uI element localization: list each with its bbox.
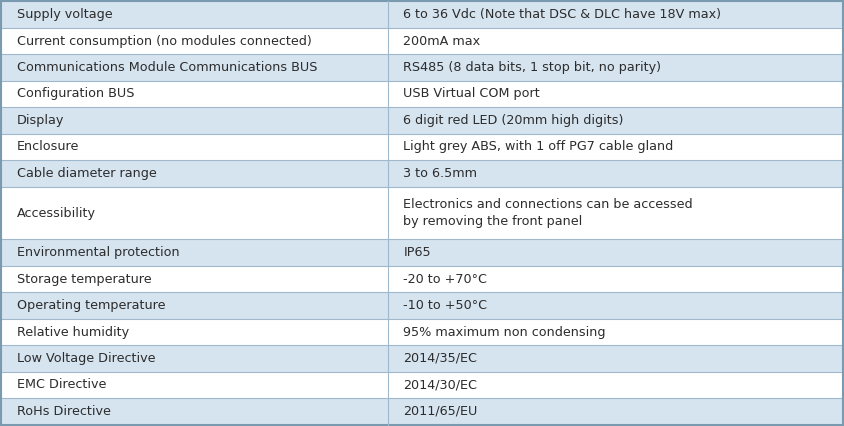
Text: Cable diameter range: Cable diameter range [17, 167, 156, 180]
Text: Communications Module Communications BUS: Communications Module Communications BUS [17, 61, 317, 74]
Text: USB Virtual COM port: USB Virtual COM port [403, 87, 540, 101]
Bar [2, 54, 388, 81]
Text: -20 to +70°C: -20 to +70°C [403, 273, 488, 285]
Text: 6 to 36 Vdc (Note that DSC & DLC have 18V max): 6 to 36 Vdc (Note that DSC & DLC have 18… [403, 8, 722, 21]
Text: Configuration BUS: Configuration BUS [17, 87, 134, 101]
Bar [2, 372, 388, 398]
Bar [2, 134, 388, 160]
Text: -10 to +50°C: -10 to +50°C [403, 299, 488, 312]
Bar [388, 266, 842, 292]
Bar [388, 187, 842, 239]
Text: Environmental protection: Environmental protection [17, 246, 179, 259]
Bar [2, 28, 388, 54]
Text: Light grey ABS, with 1 off PG7 cable gland: Light grey ABS, with 1 off PG7 cable gla… [403, 141, 674, 153]
Text: 2014/30/EC: 2014/30/EC [403, 378, 478, 391]
Text: 2011/65/EU: 2011/65/EU [403, 405, 478, 418]
Text: Low Voltage Directive: Low Voltage Directive [17, 352, 155, 365]
Bar [2, 319, 388, 345]
Text: RoHs Directive: RoHs Directive [17, 405, 111, 418]
Bar [2, 266, 388, 292]
Text: Operating temperature: Operating temperature [17, 299, 165, 312]
Text: Relative humidity: Relative humidity [17, 325, 128, 339]
Bar [388, 160, 842, 187]
Bar [388, 81, 842, 107]
Bar [2, 160, 388, 187]
Text: 200mA max: 200mA max [403, 35, 480, 48]
Bar [388, 292, 842, 319]
Bar [2, 81, 388, 107]
Text: Display: Display [17, 114, 64, 127]
Text: IP65: IP65 [403, 246, 431, 259]
Bar [2, 239, 388, 266]
Bar [388, 239, 842, 266]
Bar [388, 107, 842, 134]
Text: RS485 (8 data bits, 1 stop bit, no parity): RS485 (8 data bits, 1 stop bit, no parit… [403, 61, 662, 74]
Bar [2, 187, 388, 239]
Bar [388, 1, 842, 28]
Bar [388, 54, 842, 81]
Bar [2, 345, 388, 372]
Text: Enclosure: Enclosure [17, 141, 78, 153]
Text: 3 to 6.5mm: 3 to 6.5mm [403, 167, 478, 180]
Bar [2, 398, 388, 425]
Bar [2, 107, 388, 134]
Bar [2, 1, 388, 28]
Bar [388, 28, 842, 54]
Text: 6 digit red LED (20mm high digits): 6 digit red LED (20mm high digits) [403, 114, 624, 127]
Bar [388, 319, 842, 345]
Text: Accessibility: Accessibility [17, 207, 95, 219]
Text: Electronics and connections can be accessed
by removing the front panel: Electronics and connections can be acces… [403, 198, 693, 228]
Bar [2, 292, 388, 319]
Bar [388, 398, 842, 425]
Bar [388, 345, 842, 372]
Text: Storage temperature: Storage temperature [17, 273, 151, 285]
Text: EMC Directive: EMC Directive [17, 378, 105, 391]
Text: 95% maximum non condensing: 95% maximum non condensing [403, 325, 606, 339]
Text: 2014/35/EC: 2014/35/EC [403, 352, 478, 365]
Text: Supply voltage: Supply voltage [17, 8, 112, 21]
Bar [388, 372, 842, 398]
Bar [388, 134, 842, 160]
Text: Current consumption (no modules connected): Current consumption (no modules connecte… [17, 35, 311, 48]
